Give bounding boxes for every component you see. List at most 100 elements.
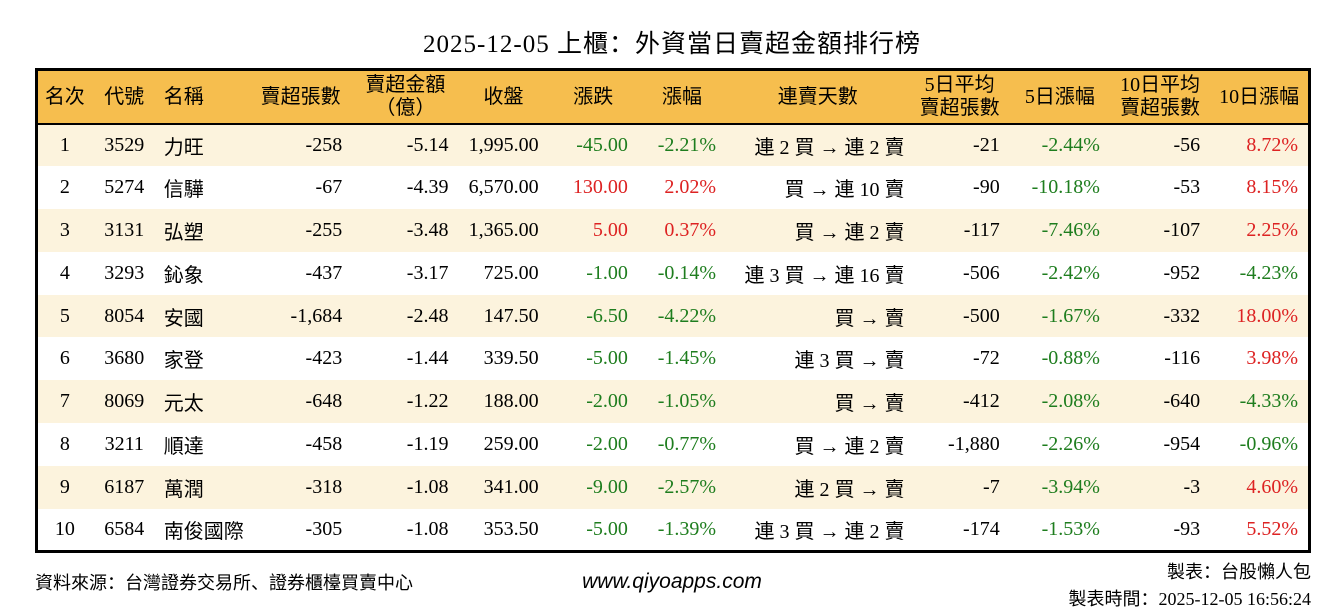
cell-5d-pct: -3.94% [1041,475,1100,498]
cell-change: -2.00 [586,432,628,455]
cell-10d-pct: 18.00% [1236,304,1298,327]
cell-code: 3211 [104,432,144,455]
cell-rank: 1 [59,133,70,156]
cell-5d-pct: -0.88% [1041,347,1100,370]
column-header: 漲跌 [548,69,638,125]
cell-rank: 7 [59,390,70,413]
cell-streak: 買 → 連 2 賣 [794,221,905,244]
cell-avg5-volume: -21 [973,133,1000,156]
cell-change: -9.00 [586,475,628,498]
table-row: 5 8054 安國 -1,684 -2.48 147.50 -6.50 -4.2… [36,294,1310,338]
cell-avg10-volume: -640 [1163,390,1201,413]
cell-change: 130.00 [572,176,628,199]
cell-close: 147.50 [483,304,539,327]
cell-5d-pct: -2.44% [1041,133,1100,156]
cell-change-pct: 2.02% [664,176,717,199]
table-body: 1 3529 力旺 -258 -5.14 1,995.00 -45.00 -2.… [36,123,1310,552]
cell-code: 3293 [104,261,145,284]
cell-sell-volume: -458 [305,432,343,455]
cell-5d-pct: -10.18% [1031,176,1100,199]
cell-code: 8069 [104,390,145,413]
cell-sell-amount: -1.44 [406,347,449,370]
cell-rank: 3 [59,218,70,241]
cell-streak: 連 2 買 → 賣 [794,478,905,501]
website-url: www.qiyoapps.com [582,570,762,593]
column-header: 代號 [91,69,157,125]
cell-close: 6,570.00 [468,176,539,199]
cell-name: 順達 [163,435,204,458]
cell-5d-pct: -2.42% [1041,261,1100,284]
cell-change-pct: -0.14% [657,261,717,284]
cell-code: 5274 [104,176,145,199]
cell-sell-amount: -3.17 [406,261,449,284]
table-row: 2 5274 信驊 -67 -4.39 6,570.00 130.00 2.02… [36,166,1310,210]
cell-sell-amount: -3.48 [406,218,449,241]
table-row: 10 6584 南俊國際 -305 -1.08 353.50 -5.00 -1.… [36,508,1310,552]
cell-change: -45.00 [576,133,628,156]
cell-change-pct: -2.57% [657,475,717,498]
cell-change-pct: 0.37% [664,218,717,241]
cell-name: 信驊 [163,179,204,202]
cell-avg5-volume: -90 [973,176,1000,199]
cell-code: 3529 [104,133,145,156]
cell-avg5-volume: -1,880 [948,432,1000,455]
cell-rank: 8 [59,432,70,455]
column-header: 名次 [36,69,92,125]
cell-streak: 買 → 賣 [834,307,905,330]
cell-sell-volume: -67 [315,176,343,199]
cell-close: 341.00 [483,475,539,498]
cell-streak: 買 → 連 2 賣 [794,435,905,458]
cell-avg10-volume: -952 [1163,261,1201,284]
cell-rank: 9 [59,475,70,498]
cell-close: 1,995.00 [468,133,539,156]
cell-avg5-volume: -72 [973,347,1000,370]
table-row: 1 3529 力旺 -258 -5.14 1,995.00 -45.00 -2.… [36,123,1310,167]
cell-rank: 10 [54,517,75,540]
cell-10d-pct: 2.25% [1246,218,1298,241]
column-header: 10日平均 賣超張數 [1109,69,1211,125]
cell-streak: 連 3 買 → 連 16 賣 [744,264,905,287]
column-header: 5日平均 賣超張數 [909,69,1010,125]
cell-close: 188.00 [483,390,539,413]
cell-sell-volume: -318 [305,475,343,498]
cell-name: 鈊象 [163,264,204,287]
cell-sell-volume: -258 [305,133,343,156]
cell-avg5-volume: -7 [983,475,1000,498]
cell-5d-pct: -2.26% [1041,432,1100,455]
cell-close: 339.50 [483,347,539,370]
cell-avg5-volume: -174 [963,517,1000,540]
column-header: 連賣天數 [726,69,910,125]
cell-code: 3131 [104,218,145,241]
cell-sell-amount: -1.19 [406,432,449,455]
ranking-table: 名次 代號 名稱 賣超張數 賣超金額 （億） 收盤 漲跌 漲幅 連賣天數 5日平均 賣超張數 5日漲… [35,68,1311,553]
cell-code: 8054 [104,304,145,327]
cell-rank: 2 [59,176,70,199]
cell-change-pct: -1.39% [657,517,717,540]
cell-5d-pct: -1.67% [1041,304,1100,327]
generated-timestamp: 製表時間：2025-12-05 16:56:24 [1068,589,1312,609]
cell-avg10-volume: -116 [1164,347,1201,370]
cell-sell-volume: -1,684 [290,304,343,327]
cell-change: -5.00 [586,347,628,370]
cell-change-pct: -2.21% [657,133,717,156]
cell-sell-amount: -4.39 [406,176,449,199]
cell-10d-pct: 3.98% [1246,347,1298,370]
cell-sell-amount: -2.48 [406,304,449,327]
cell-name: 元太 [163,393,204,416]
cell-change-pct: -1.45% [657,347,717,370]
cell-streak: 連 3 買 → 連 2 賣 [754,520,905,543]
cell-change-pct: -0.77% [657,432,717,455]
cell-avg5-volume: -506 [963,261,1000,284]
cell-10d-pct: 8.15% [1246,176,1298,199]
cell-sell-volume: -423 [305,347,343,370]
cell-close: 259.00 [483,432,539,455]
report-title: 2025-12-05 上櫃：外資當日賣超金額排行榜 [423,31,921,58]
column-header: 漲幅 [637,69,727,125]
cell-close: 725.00 [483,261,539,284]
cell-10d-pct: -0.96% [1239,432,1298,455]
cell-avg5-volume: -412 [963,390,1000,413]
cell-sell-amount: -1.08 [406,475,449,498]
table-row: 3 3131 弘塑 -255 -3.48 1,365.00 5.00 0.37%… [36,209,1310,252]
cell-10d-pct: -4.23% [1239,261,1298,284]
author-note: 製表：台股懶人包 [1167,562,1311,582]
